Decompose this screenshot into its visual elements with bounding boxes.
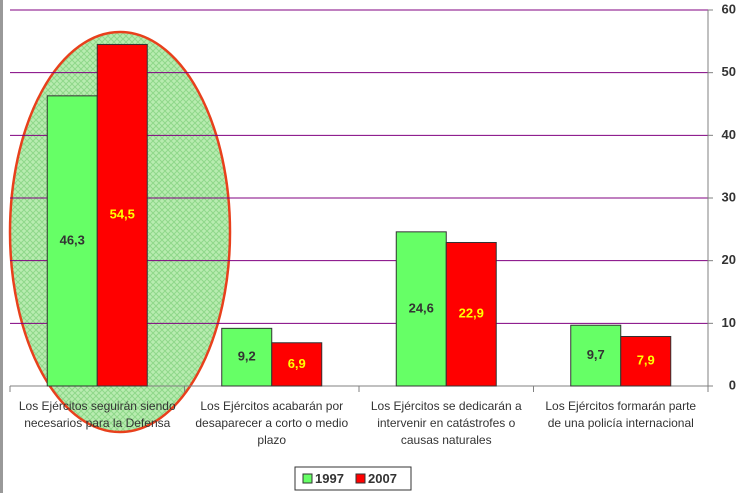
y-tick-label: 60 [722, 1, 736, 16]
bar [46, 95, 98, 387]
y-tick-label: 50 [722, 64, 736, 79]
y-tick-label: 30 [722, 189, 736, 204]
value-label: 9,7 [587, 347, 605, 362]
legend-swatch [355, 473, 366, 484]
bar [570, 324, 622, 387]
bar [395, 231, 447, 387]
bar [221, 327, 273, 387]
value-label: 24,6 [409, 300, 434, 315]
value-label: 9,2 [238, 349, 256, 364]
bar [620, 335, 672, 387]
y-tick-label: 0 [729, 377, 736, 392]
y-tick-label: 10 [722, 315, 736, 330]
value-label: 54,5 [110, 207, 135, 222]
legend-label: 2007 [368, 471, 397, 486]
bar [271, 342, 323, 387]
legend-label: 1997 [315, 471, 344, 486]
x-tick-label: Los Ejércitos seguirán siendo necesarios… [18, 399, 176, 430]
legend-swatch [302, 473, 313, 484]
y-tick-label: 40 [722, 127, 736, 142]
x-tick-label: Los Ejércitos formarán parte de una poli… [545, 399, 697, 430]
value-label: 7,9 [637, 353, 655, 368]
value-label: 46,3 [60, 232, 85, 247]
value-label: 22,9 [459, 306, 484, 321]
y-tick-label: 20 [722, 252, 736, 267]
bar [445, 241, 497, 387]
x-tick-label: Los Ejércitos acabarán por desaparecer a… [195, 399, 349, 447]
x-tick-label: Los Ejércitos se dedicarán a intervenir … [370, 399, 522, 447]
legend-box [294, 466, 412, 491]
left-edge [0, 0, 3, 493]
value-label: 6,9 [288, 356, 306, 371]
bar [96, 43, 148, 387]
